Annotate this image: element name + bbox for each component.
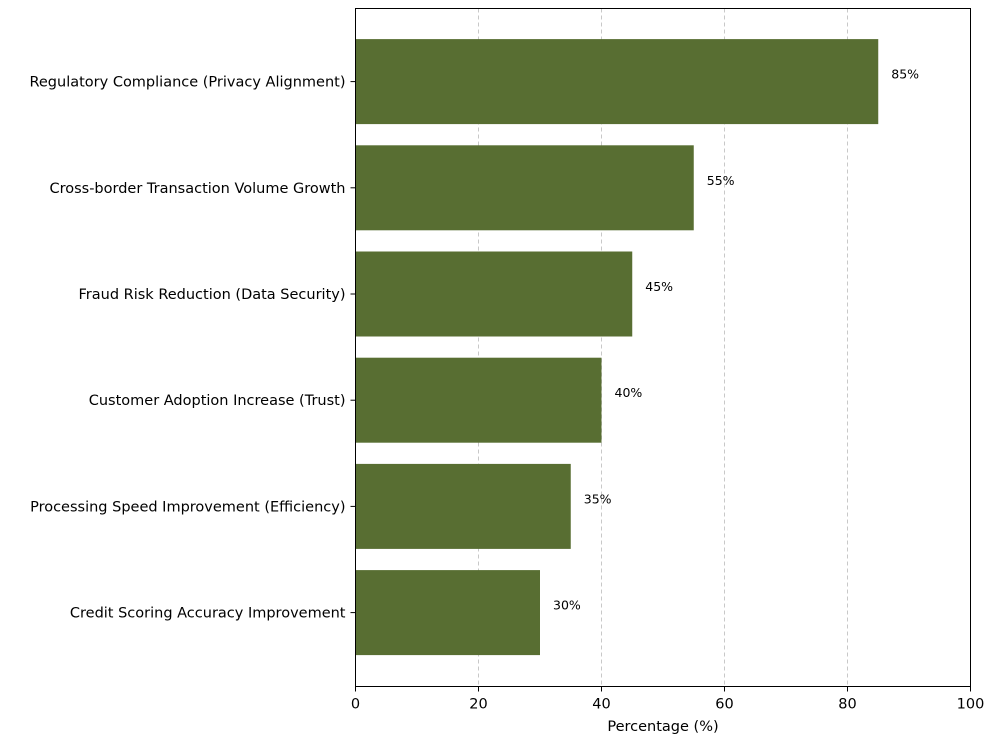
category-label: Credit Scoring Accuracy Improvement bbox=[70, 606, 346, 622]
x-tick-label: 40 bbox=[592, 697, 610, 713]
category-label: Customer Adoption Increase (Trust) bbox=[89, 393, 346, 409]
category-label: Cross-border Transaction Volume Growth bbox=[49, 181, 345, 197]
bar bbox=[355, 357, 602, 443]
data-label: 40% bbox=[615, 385, 643, 400]
y-axis-labels: Regulatory Compliance (Privacy Alignment… bbox=[29, 75, 356, 622]
bar bbox=[355, 145, 694, 231]
data-labels: 85% 55% 45% 40% 35% 30% bbox=[553, 67, 919, 613]
bars bbox=[355, 39, 879, 656]
x-tick-label: 80 bbox=[838, 697, 856, 713]
category-label: Fraud Risk Reduction (Data Security) bbox=[79, 287, 346, 303]
plot-frame bbox=[355, 8, 971, 687]
x-axis-title: Percentage (%) bbox=[607, 719, 718, 735]
data-label: 85% bbox=[891, 67, 919, 82]
bar bbox=[355, 251, 633, 337]
data-label: 55% bbox=[707, 173, 735, 188]
data-label: 35% bbox=[584, 491, 612, 506]
bar bbox=[355, 39, 879, 125]
x-tick-label: 0 bbox=[351, 697, 360, 713]
category-label: Processing Speed Improvement (Efficiency… bbox=[30, 499, 345, 515]
data-label: 30% bbox=[553, 598, 581, 613]
x-tick-label: 20 bbox=[469, 697, 487, 713]
x-tick-label: 100 bbox=[957, 697, 985, 713]
x-tick-label: 60 bbox=[715, 697, 733, 713]
data-label: 45% bbox=[645, 279, 673, 294]
category-label: Regulatory Compliance (Privacy Alignment… bbox=[29, 75, 345, 91]
bar bbox=[355, 463, 571, 549]
x-axis: 0 20 40 60 80 100 bbox=[351, 686, 985, 713]
bar bbox=[355, 570, 540, 656]
